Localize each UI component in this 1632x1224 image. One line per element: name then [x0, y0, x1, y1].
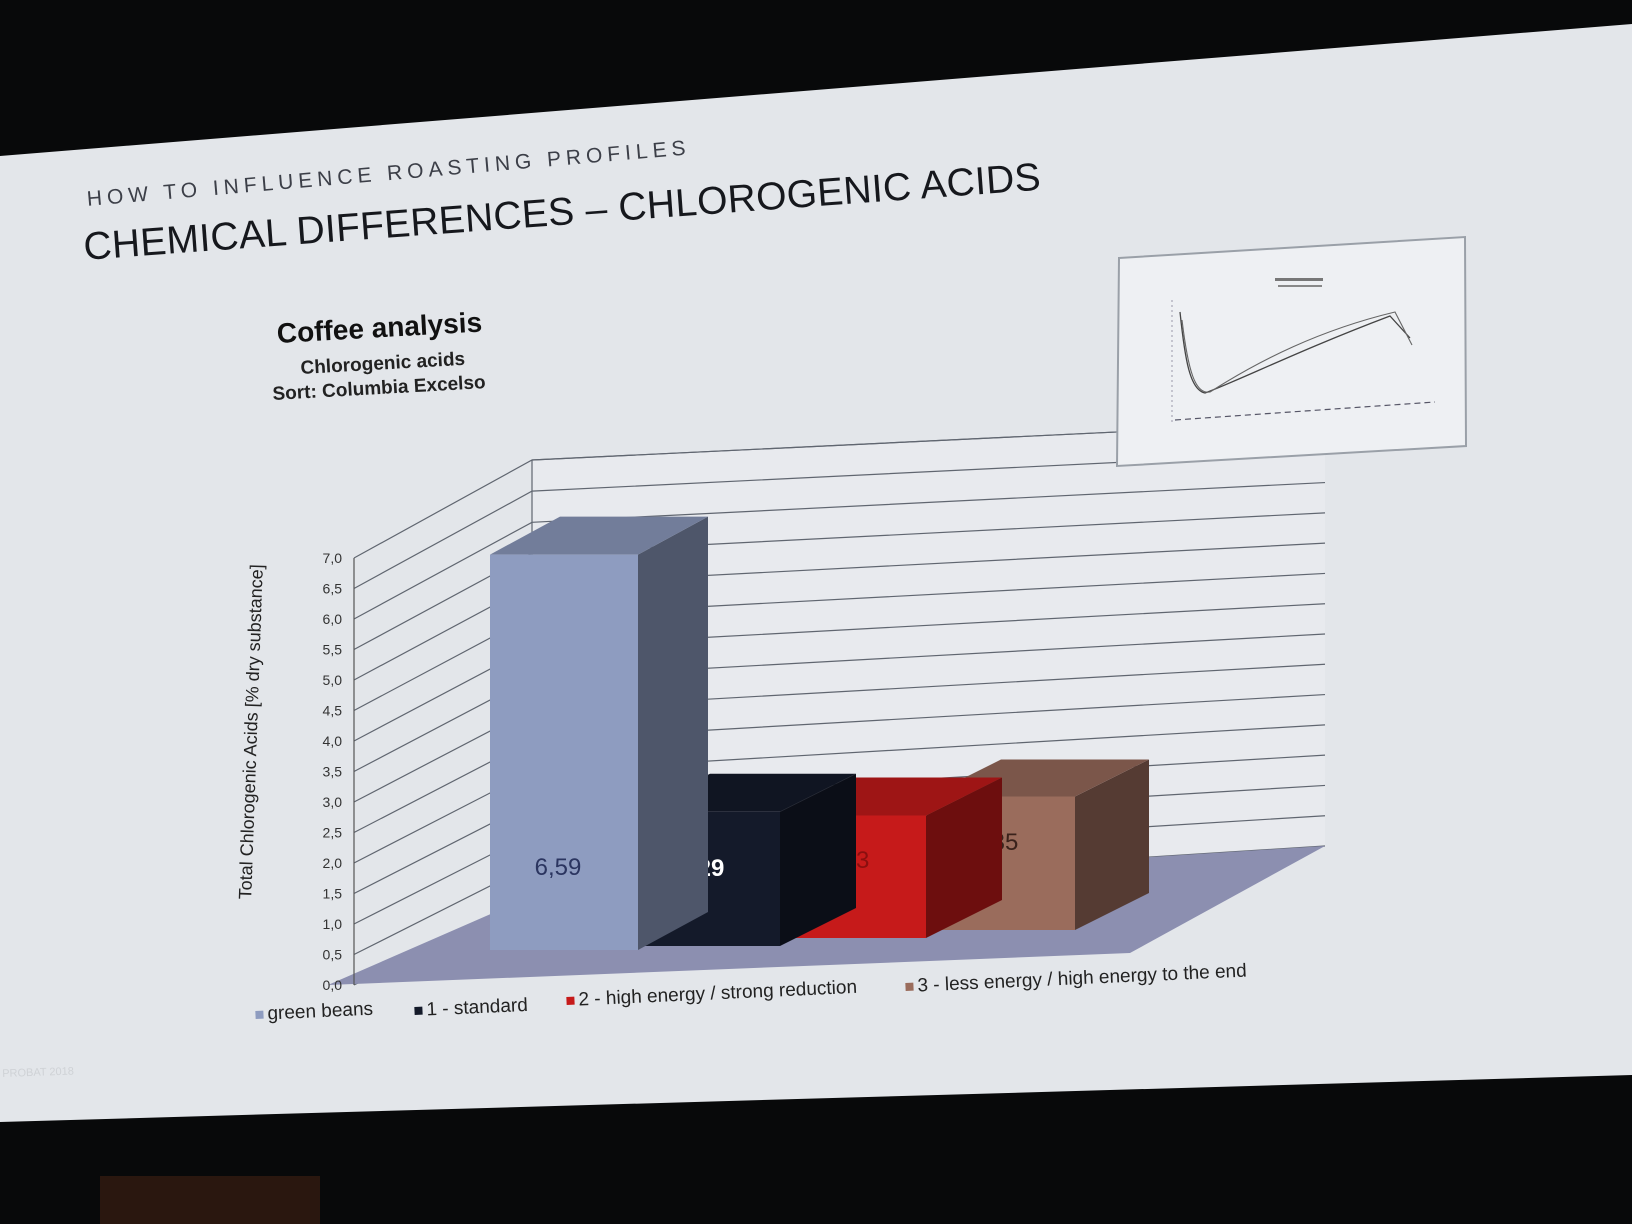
- legend-swatch: [414, 1006, 423, 1015]
- y-tick-label: 5,0: [323, 672, 343, 688]
- bar-1: 6,59: [490, 516, 708, 950]
- y-tick-label: 7,0: [323, 550, 343, 566]
- roast-profile-thumbnail: [1115, 235, 1468, 468]
- legend-swatch: [255, 1010, 264, 1019]
- y-tick-label: 4,0: [323, 733, 343, 749]
- bar-chart-3d: 0,0 0,5 1,0 1,5 2,0 2,5 3,0 3,5 4,0 4,5 5,0 5,5 6,0 6…: [235, 421, 1326, 993]
- legend-swatch: [566, 996, 575, 1005]
- bar-side: [926, 777, 1002, 938]
- audience-light: [100, 1176, 320, 1224]
- legend-label: 1 - standard: [425, 994, 529, 1021]
- legend-swatch: [905, 982, 914, 991]
- y-tick-label: 6,0: [323, 611, 343, 627]
- y-tick-label: 0,5: [323, 947, 343, 963]
- bars: 2,352,132,296,59: [490, 516, 1149, 950]
- legend-label: green beans: [266, 998, 374, 1025]
- y-tick-label: 1,5: [323, 886, 343, 902]
- bar-side: [780, 773, 856, 946]
- y-tick-label: 2,5: [323, 825, 343, 841]
- bar-front: [490, 554, 638, 950]
- bar-side: [638, 516, 708, 950]
- y-tick-label: 5,5: [323, 642, 343, 658]
- y-tick-label: 0,0: [323, 977, 343, 993]
- y-tick-label: 1,0: [323, 916, 343, 932]
- slide-watermark: PROBAT 2018: [2, 1065, 75, 1080]
- bar-top: [490, 516, 708, 555]
- y-tick-label: 2,0: [323, 855, 343, 871]
- bar-value-label: 6,59: [535, 854, 582, 881]
- y-tick-label: 3,5: [323, 764, 343, 780]
- bar-side: [1075, 759, 1149, 930]
- y-tick-label: 6,5: [323, 581, 343, 597]
- y-tick-label: 3,0: [323, 794, 343, 810]
- y-tick-label: 4,5: [323, 703, 343, 719]
